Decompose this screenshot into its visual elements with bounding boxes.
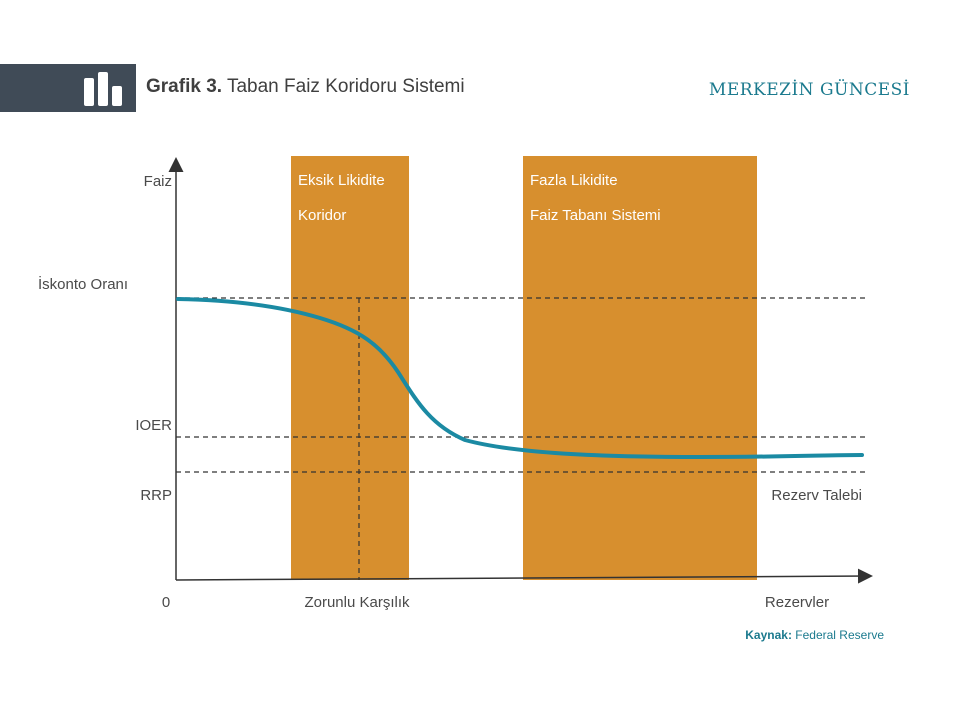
title-text: Taban Faiz Koridoru Sistemi bbox=[226, 76, 465, 97]
ioer-label: IOER bbox=[135, 417, 172, 434]
x-axis bbox=[175, 568, 873, 584]
excess-band-label-2: Faiz Tabanı Sistemi bbox=[530, 207, 661, 224]
title-prefix: Grafik 3. bbox=[146, 76, 223, 97]
excess-band bbox=[523, 156, 757, 580]
source-text: Federal Reserve bbox=[795, 628, 884, 642]
origin-label: 0 bbox=[162, 594, 170, 611]
rrp-label: RRP bbox=[140, 487, 172, 504]
y-axis-label: Faiz bbox=[144, 173, 172, 190]
source-note: Kaynak: Federal Reserve bbox=[745, 628, 884, 642]
source-label: Kaynak: bbox=[745, 628, 792, 642]
shortage-band bbox=[291, 156, 409, 580]
discount-rate-label: İskonto Oranı bbox=[38, 275, 128, 293]
shortage-band-label-1: Eksik Likidite bbox=[298, 172, 385, 189]
brand-name: MERKEZİN GÜNCESİ bbox=[708, 80, 910, 100]
x-axis-label: Rezervler bbox=[765, 594, 829, 611]
reserve-demand-label: Rezerv Talebi bbox=[771, 487, 862, 504]
page-title: Grafik 3. Taban Faiz Koridoru Sistemi bbox=[146, 76, 465, 98]
reserve-demand-curve bbox=[176, 297, 864, 460]
required-reserves-label: Zorunlu Karşılık bbox=[304, 594, 410, 611]
bar-chart-icon bbox=[84, 72, 128, 113]
shortage-band-label-2: Koridor bbox=[298, 207, 346, 224]
excess-band-label-1: Fazla Likidite bbox=[530, 172, 618, 189]
